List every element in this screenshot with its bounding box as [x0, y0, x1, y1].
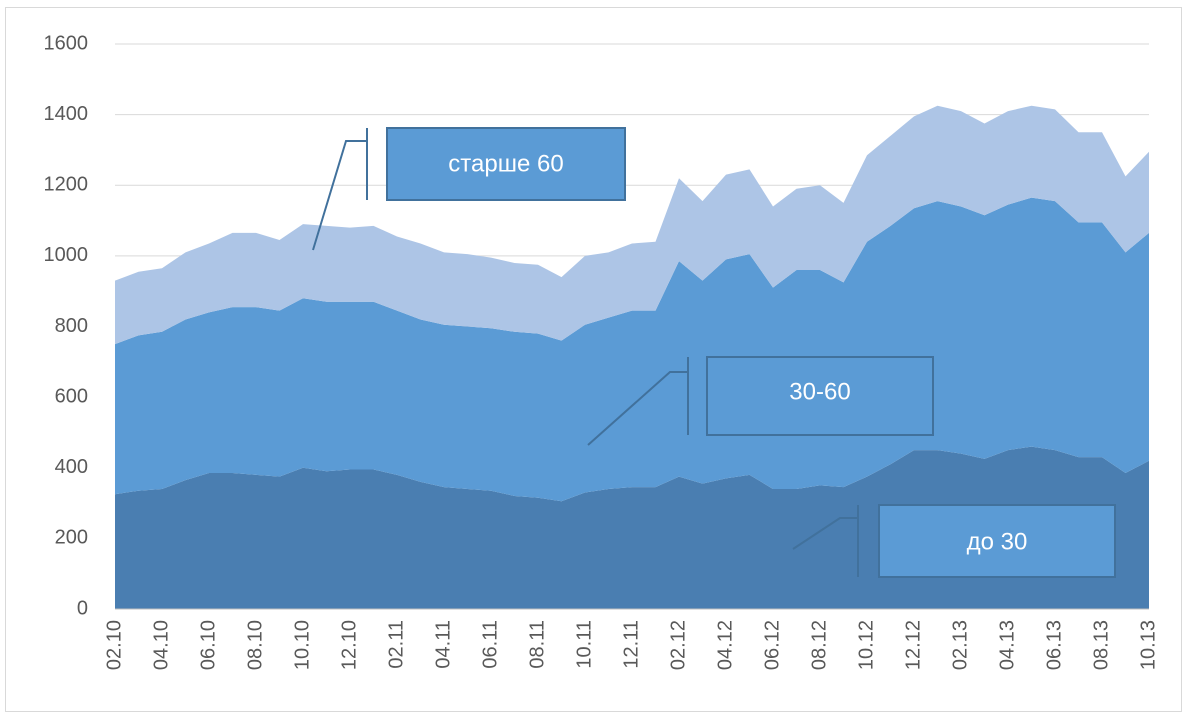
x-tick-label: 12.12 [902, 620, 924, 670]
x-tick-label: 10.11 [573, 620, 595, 669]
x-tick-label: 06.11 [479, 620, 501, 669]
y-tick-label: 1000 [44, 244, 89, 266]
leader-line [312, 140, 367, 251]
y-tick-label: 1600 [44, 32, 89, 54]
x-tick-label: 08.12 [808, 620, 830, 670]
x-tick-label: 08.10 [244, 620, 266, 670]
x-tick-label: 04.13 [996, 620, 1018, 670]
x-tick-label: 02.13 [949, 620, 971, 670]
callout [792, 504, 1116, 578]
y-tick-label: 0 [77, 597, 88, 619]
axes: 0 200 400 600 800 1000 1200 1400 1600 02.10 04.10 0… [44, 32, 1160, 670]
callout-box [878, 504, 1116, 578]
x-tick-label: 08.11 [526, 620, 548, 669]
x-tick-label: 02.11 [385, 620, 407, 669]
x-tick-label: 10.13 [1137, 620, 1159, 670]
x-tick-label: 06.12 [761, 620, 783, 670]
x-tick-label: 04.11 [432, 620, 454, 669]
callout-box [386, 127, 626, 201]
x-tick-label: 12.10 [338, 620, 360, 670]
y-tick-label: 600 [55, 385, 88, 407]
y-tick-label: 1400 [44, 103, 89, 125]
y-tick-label: 800 [55, 315, 88, 337]
callout-label: старше 60 [448, 150, 563, 177]
y-tick-label: 200 [55, 527, 88, 549]
leader-line [587, 371, 688, 446]
area [115, 105, 1149, 345]
callout-label: 30-60 [789, 378, 850, 405]
x-tick-label: 06.13 [1043, 620, 1065, 670]
x-tick-label: 12.11 [620, 620, 642, 669]
leader-line [792, 517, 858, 550]
x-tick-label: 04.12 [714, 620, 736, 670]
callout [587, 356, 934, 446]
y-tick-label: 400 [55, 456, 88, 478]
x-tick-label: 10.10 [291, 620, 313, 670]
x-tick-label: 02.12 [667, 620, 689, 670]
callout-box [706, 356, 934, 436]
x-tick-label: 02.10 [103, 620, 125, 670]
x-tick-label: 04.10 [150, 620, 172, 670]
callout-label: до 30 [967, 528, 1028, 555]
x-tick-label: 08.13 [1090, 620, 1112, 670]
y-tick-label: 1200 [44, 174, 89, 196]
x-tick-label: 10.12 [855, 620, 877, 670]
callout [312, 127, 626, 251]
x-tick-label: 06.10 [197, 620, 219, 670]
